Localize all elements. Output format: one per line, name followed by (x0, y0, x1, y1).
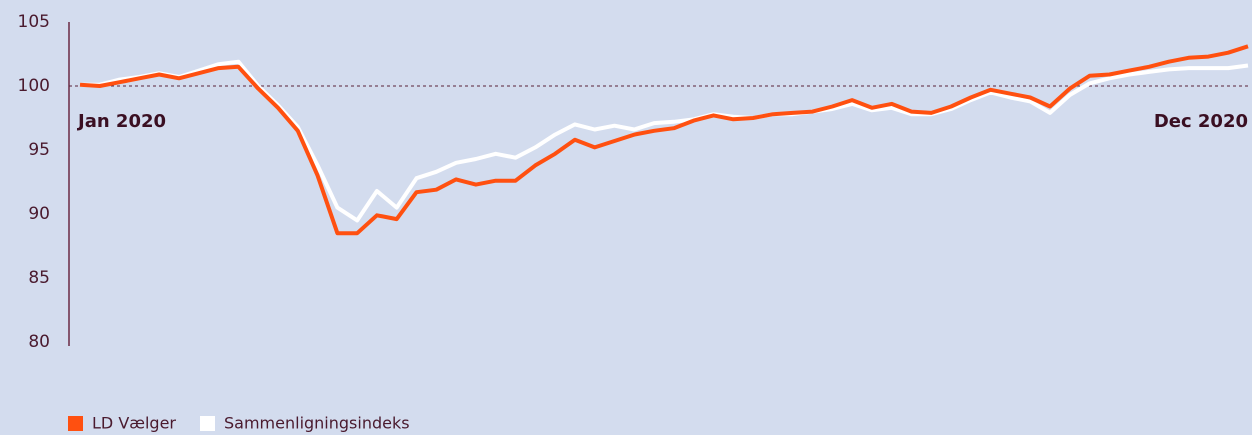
legend-label: Sammenligningsindeks (224, 414, 410, 433)
y-tick-label: 105 (18, 12, 50, 32)
y-tick-label: 95 (28, 140, 50, 160)
y-tick-label: 100 (18, 76, 50, 96)
y-tick-label: 90 (28, 204, 50, 224)
x-tick-label: Dec 2020 (1154, 111, 1248, 132)
y-tick-label: 85 (28, 268, 50, 288)
x-tick-label: Jan 2020 (76, 111, 166, 132)
legend-label: LD Vælger (92, 414, 176, 433)
series-line (79, 44, 1249, 236)
legend-swatch (68, 416, 83, 431)
y-tick-label: 80 (28, 332, 50, 352)
legend-swatch (200, 416, 215, 431)
